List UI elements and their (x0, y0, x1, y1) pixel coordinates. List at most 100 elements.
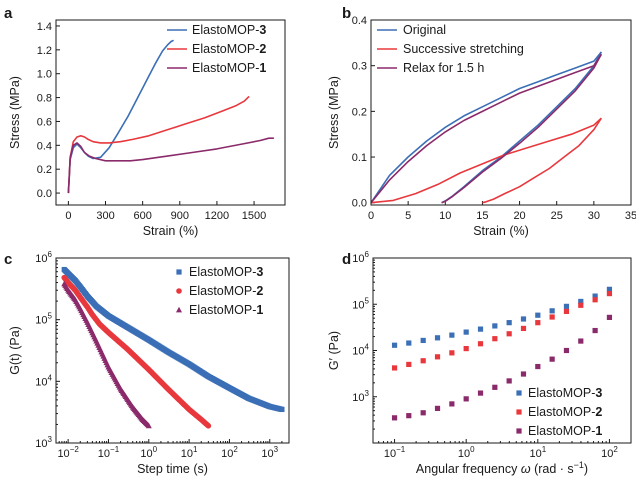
data-point (463, 329, 469, 335)
legend-label: ElastoMOP-3 (189, 265, 263, 279)
x-tick-label: 100 (458, 445, 475, 460)
x-tick-label: 25 (551, 210, 563, 222)
plot-frame (55, 257, 290, 444)
y-tick-label: 105 (352, 296, 369, 311)
y-tick-label: 105 (35, 312, 52, 327)
legend-label-prefix: ElastoMOP- (189, 303, 256, 317)
data-point (563, 303, 570, 309)
y-axis-title: G(t) (Pa) (8, 326, 22, 375)
data-point (449, 401, 455, 407)
x-axis-title: Strain (%) (143, 224, 199, 238)
data-point (578, 298, 584, 305)
x-axis-title: Strain (%) (473, 224, 529, 238)
data-point (391, 342, 398, 348)
panel-d: 10−1 100 101 102 103 104 105 106 Angular frequen… (327, 250, 632, 476)
panel-c: 10−2 10−1 100 101 102 103 103 104 105 106 Step tim… (8, 250, 290, 476)
data-point (535, 363, 541, 370)
x-tick-label: 0 (65, 210, 71, 222)
y-axis-title: Stress (MPa) (8, 76, 22, 149)
legend-label: ElastoMOP-1 (528, 424, 602, 438)
legend-label-prefix: ElastoMOP- (189, 265, 256, 279)
legend-label: ElastoMOP-3 (528, 386, 602, 400)
y-tick-label: 0.4 (352, 15, 367, 27)
legend-label-prefix: ElastoMOP- (192, 61, 259, 75)
data-point (434, 405, 441, 411)
legend-label: ElastoMOP-2 (189, 284, 263, 298)
y-tick-label: 0.8 (37, 93, 52, 105)
data-point (477, 341, 484, 347)
y-tick-label: 106 (352, 250, 369, 265)
x-tick-label: 103 (261, 445, 278, 460)
panel-a: 0 300 600 900 1200 1500 0.0 0.2 0.4 0.6 0.8 1.0 1.2 1… (8, 19, 286, 238)
data-point (506, 320, 512, 326)
legend-label: ElastoMOP-2 (192, 42, 266, 56)
data-point (520, 325, 527, 332)
legend-label-prefix: ElastoMOP- (192, 23, 259, 37)
x-tick-label: 102 (601, 445, 618, 460)
legend-label: ElastoMOP-1 (189, 303, 263, 317)
y-tick-label: 0.1 (352, 152, 367, 164)
data-point (606, 290, 613, 297)
data-point (520, 371, 527, 377)
x-tick-label: 5 (405, 210, 411, 222)
data-point (549, 308, 555, 314)
x-tick-label: 0 (368, 210, 374, 222)
x-tick-label: 10−1 (384, 445, 406, 460)
series-loading-curve (370, 117, 602, 204)
legend-marker (176, 306, 182, 313)
data-point (520, 316, 527, 322)
x-tick-label: 20 (513, 210, 525, 222)
legend-label: Relax for 1.5 h (403, 61, 484, 75)
y-tick-label: 0.3 (352, 61, 367, 73)
legend-label-number: 2 (595, 405, 602, 419)
series-loading-curve (370, 53, 602, 204)
x-axis-title: Angular frequency ω (rad · s−1) (416, 460, 588, 476)
x-tick-label: 101 (529, 445, 546, 460)
legend-label-number: 1 (259, 61, 266, 75)
x-tick-label: 300 (96, 210, 114, 222)
data-point (205, 423, 212, 429)
legend-label-prefix: ElastoMOP- (528, 405, 595, 419)
data-point (406, 340, 412, 346)
legend-label-number: 2 (259, 42, 266, 56)
y-tick-label: 0.0 (352, 198, 367, 210)
y-tick-label: 103 (352, 389, 369, 404)
data-point (592, 293, 598, 299)
data-point (506, 331, 512, 337)
x-axis-title-sup: −1 (574, 460, 584, 470)
data-point (549, 314, 555, 320)
legend-label-number: 3 (256, 265, 263, 279)
legend-marker (176, 269, 182, 275)
y-tick-label: 1.0 (37, 69, 52, 81)
panel-letter-d: d (342, 251, 351, 268)
data-point (434, 335, 441, 341)
legend-label: Original (403, 23, 446, 37)
y-tick-label: 106 (35, 250, 52, 265)
panel-b: 0 5 10 15 20 25 30 35 0.0 0.1 0.2 0.3 0.4 Strain (%) S… (327, 15, 636, 238)
data-point (535, 312, 541, 318)
data-point (477, 390, 484, 396)
data-point (506, 378, 512, 384)
legend-label-number: 3 (595, 386, 602, 400)
plot-frame (372, 257, 632, 444)
x-tick-label: 101 (181, 445, 198, 460)
panel-letter-a: a (4, 5, 13, 22)
data-point (492, 323, 498, 329)
x-tick-label: 100 (140, 445, 157, 460)
x-tick-label: 600 (133, 210, 151, 222)
y-tick-label: 1.4 (37, 21, 52, 33)
data-point (592, 297, 598, 303)
data-point (606, 286, 613, 292)
data-point (391, 415, 398, 421)
x-axis-title-text: Angular frequency (416, 462, 521, 476)
plot-frame (55, 19, 286, 206)
panel-letter-b: b (342, 5, 351, 22)
legend-label-number: 1 (256, 303, 263, 317)
x-axis-title-symbol: ω (521, 462, 531, 476)
x-tick-label: 102 (221, 445, 238, 460)
data-point (492, 384, 498, 390)
x-tick-label: 1200 (205, 210, 229, 222)
x-axis-title: Step time (s) (137, 462, 208, 476)
y-axis-title: G′ (Pa) (327, 331, 341, 370)
